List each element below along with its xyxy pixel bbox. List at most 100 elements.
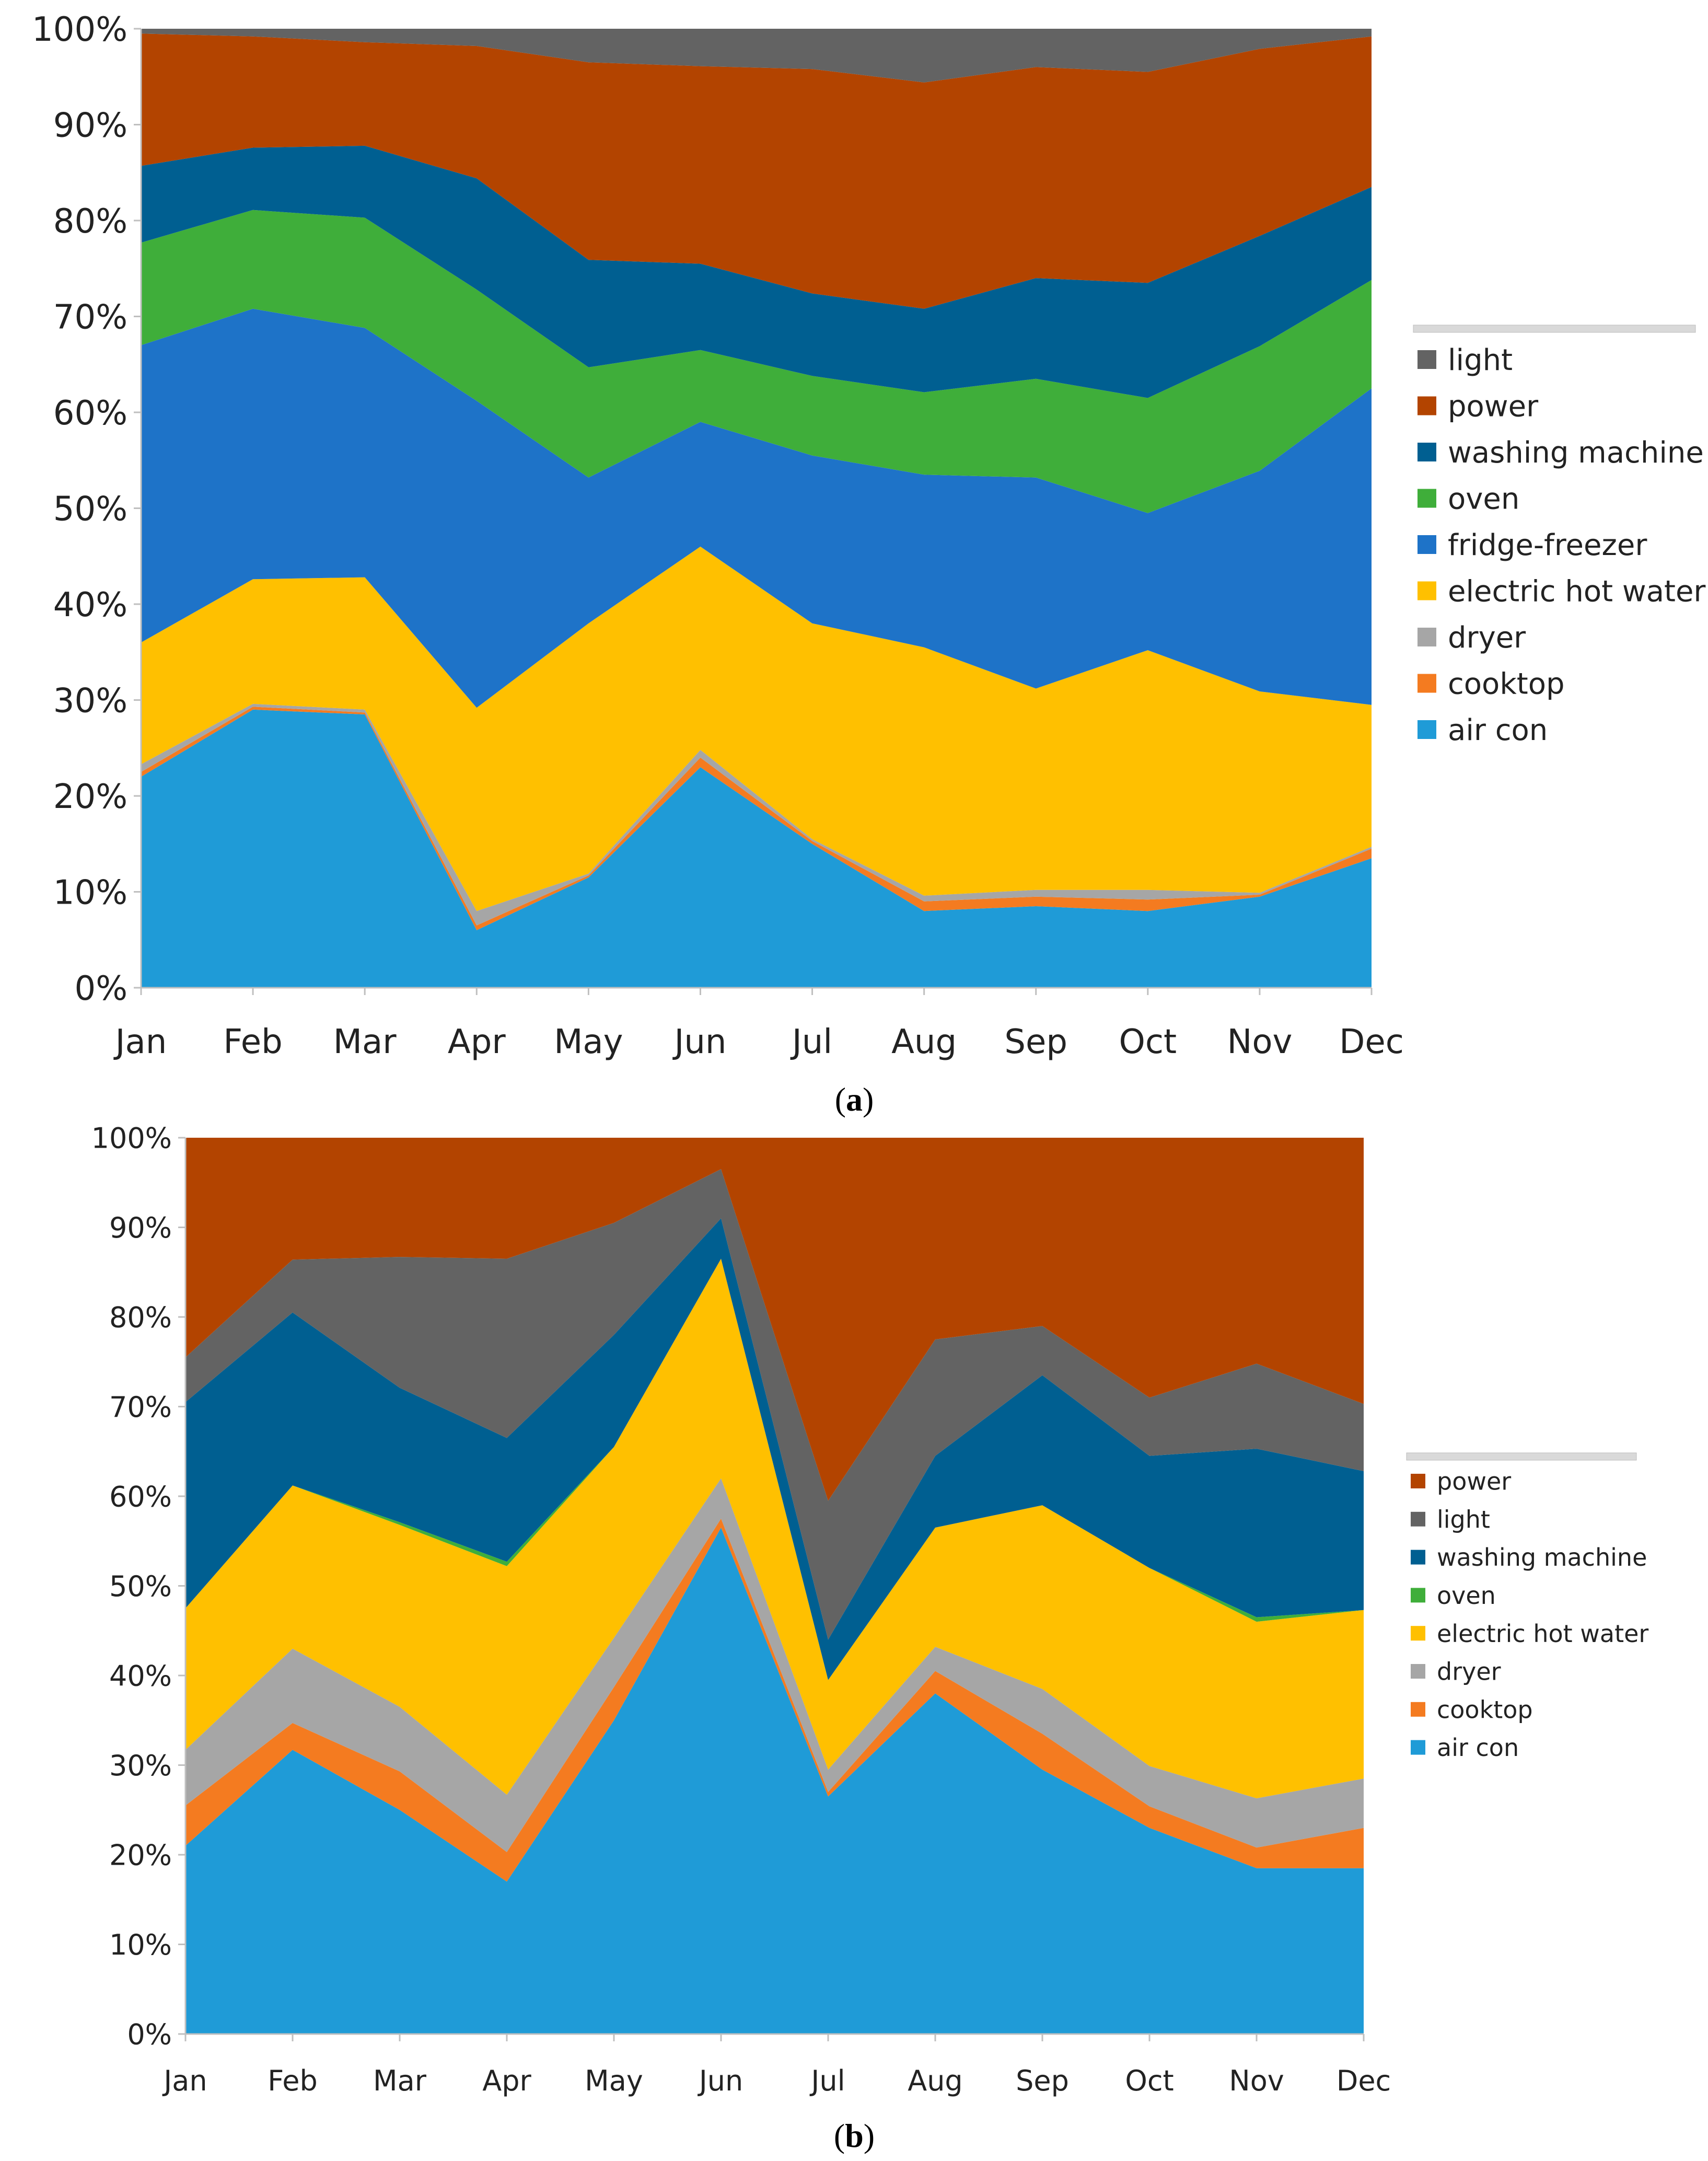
chart-a: 0% 10% 20% 30% 40% 50% 60% 70% 80% 90% 100% Jan Feb M… bbox=[32, 10, 1706, 1118]
area-power bbox=[141, 33, 1372, 309]
area-power bbox=[185, 1138, 1364, 1501]
legend-swatch-oven bbox=[1411, 1588, 1425, 1603]
x-tick-label: Jan bbox=[113, 1023, 167, 1061]
legend-label-light: light bbox=[1437, 1505, 1490, 1533]
area-light bbox=[141, 29, 1372, 83]
legend-swatch-power bbox=[1411, 1474, 1425, 1488]
legend-label-dryer: dryer bbox=[1448, 621, 1526, 655]
legend-label-electric-hot-water: electric hot water bbox=[1437, 1620, 1648, 1648]
y-tick-label: 90% bbox=[109, 1211, 172, 1244]
area-light bbox=[185, 1169, 1364, 1640]
x-tick-label: Jan bbox=[162, 2064, 207, 2097]
area-cooktop bbox=[141, 707, 1372, 930]
x-tick-label: Sep bbox=[1016, 2064, 1069, 2097]
legend-swatch-fridge-freezer bbox=[1417, 535, 1436, 554]
area-cooktop bbox=[185, 1518, 1364, 1882]
legend-swatch-electric-hot-water bbox=[1417, 581, 1436, 600]
legend: light power washing machine oven fridge-free… bbox=[1413, 325, 1706, 747]
area-air-con bbox=[141, 709, 1372, 988]
legend-header-bar bbox=[1406, 1452, 1637, 1461]
x-tick-label: Aug bbox=[891, 1023, 957, 1061]
chart-caption: (b) bbox=[834, 2117, 875, 2154]
y-tick-label: 50% bbox=[53, 490, 127, 529]
y-tick-label: 100% bbox=[32, 10, 127, 49]
area-dryer bbox=[185, 1478, 1364, 1852]
y-tick-label: 0% bbox=[127, 2018, 172, 2051]
chart-caption: (a) bbox=[835, 1081, 874, 1118]
legend-swatch-power bbox=[1417, 396, 1436, 415]
legend-swatch-dryer bbox=[1417, 628, 1436, 646]
legend-swatch-light bbox=[1411, 1511, 1425, 1527]
area-dryer bbox=[141, 703, 1372, 926]
y-tick-label: 30% bbox=[53, 682, 127, 721]
y-tick-label: 50% bbox=[109, 1570, 172, 1603]
x-tick-label: Nov bbox=[1227, 1023, 1292, 1061]
y-tick-label: 40% bbox=[53, 586, 127, 625]
x-tick-label: Oct bbox=[1125, 2064, 1173, 2097]
legend-header-bar bbox=[1413, 325, 1696, 333]
x-tick-label: Dec bbox=[1337, 2064, 1391, 2097]
legend-label-fridge-freezer: fridge-freezer bbox=[1448, 528, 1647, 562]
y-tick-label: 90% bbox=[53, 107, 127, 145]
y-tick-label: 0% bbox=[74, 969, 127, 1008]
x-tick-label: Aug bbox=[908, 2064, 962, 2097]
area-electric-hot-water bbox=[185, 1258, 1364, 1798]
x-tick-label: Mar bbox=[333, 1023, 397, 1061]
legend-swatch-oven bbox=[1417, 489, 1436, 508]
x-tick-label: Jul bbox=[790, 1023, 832, 1061]
legend-label-air-con: air con bbox=[1437, 1734, 1519, 1762]
legend-label-oven: oven bbox=[1437, 1581, 1496, 1610]
x-tick-label: Jun bbox=[698, 2064, 743, 2097]
y-tick-label: 40% bbox=[109, 1659, 172, 1692]
legend-label-cooktop: cooktop bbox=[1437, 1695, 1533, 1724]
x-tick-label: Feb bbox=[268, 2064, 318, 2097]
legend-label-power: power bbox=[1437, 1467, 1511, 1496]
area-fridge-freezer bbox=[141, 308, 1372, 708]
x-tick-label: Nov bbox=[1229, 2064, 1284, 2097]
legend-label-electric-hot-water: electric hot water bbox=[1448, 575, 1706, 609]
x-tick-label: Mar bbox=[373, 2064, 427, 2097]
x-tick-label: May bbox=[554, 1023, 623, 1061]
y-tick-label: 70% bbox=[53, 298, 127, 337]
x-tick-label: Apr bbox=[448, 1023, 506, 1061]
area-washing-machine bbox=[185, 1218, 1364, 1680]
legend-swatch-air-con bbox=[1411, 1740, 1425, 1755]
area-oven bbox=[141, 210, 1372, 513]
x-tick-label: Feb bbox=[223, 1023, 282, 1061]
area-air-con bbox=[185, 1528, 1364, 2034]
y-tick-label: 30% bbox=[109, 1749, 172, 1782]
x-tick-label: Dec bbox=[1339, 1023, 1404, 1061]
x-tick-label: Jul bbox=[809, 2064, 845, 2097]
legend-label-cooktop: cooktop bbox=[1448, 667, 1565, 701]
legend-swatch-electric-hot-water bbox=[1411, 1626, 1425, 1641]
y-tick-label: 20% bbox=[53, 778, 127, 816]
y-tick-label: 60% bbox=[53, 394, 127, 433]
y-tick-label: 10% bbox=[53, 874, 127, 912]
legend-label-washing-machine: washing machine bbox=[1448, 436, 1704, 470]
y-tick-label: 70% bbox=[109, 1391, 172, 1424]
x-tick-label: Apr bbox=[482, 2064, 531, 2097]
chart-b: 0% 10% 20% 30% 40% 50% 60% 70% 80% 90% 100% Jan Feb M… bbox=[91, 1122, 1649, 2154]
x-tick-label: Sep bbox=[1004, 1023, 1067, 1061]
y-tick-label: 60% bbox=[109, 1480, 172, 1513]
y-tick-label: 80% bbox=[53, 202, 127, 241]
legend-label-air-con: air con bbox=[1448, 713, 1548, 747]
legend-label-power: power bbox=[1448, 390, 1539, 424]
x-tick-label: Jun bbox=[672, 1023, 726, 1061]
legend-swatch-light bbox=[1417, 350, 1436, 369]
y-tick-label: 80% bbox=[109, 1301, 172, 1334]
y-tick-label: 20% bbox=[109, 1839, 172, 1871]
legend-swatch-cooktop bbox=[1417, 674, 1436, 693]
area-electric-hot-water bbox=[141, 546, 1372, 911]
legend-swatch-washing-machine bbox=[1417, 443, 1436, 461]
legend-label-dryer: dryer bbox=[1437, 1658, 1501, 1686]
area-washing-machine bbox=[141, 145, 1372, 398]
legend: power light washing machine oven electric ho… bbox=[1406, 1452, 1648, 1762]
y-tick-label: 100% bbox=[91, 1122, 172, 1154]
legend-label-washing-machine: washing machine bbox=[1437, 1543, 1647, 1571]
legend-label-light: light bbox=[1448, 343, 1513, 377]
y-tick-label: 10% bbox=[109, 1928, 172, 1961]
legend-swatch-air-con bbox=[1417, 720, 1436, 739]
x-tick-label: Oct bbox=[1119, 1023, 1177, 1061]
